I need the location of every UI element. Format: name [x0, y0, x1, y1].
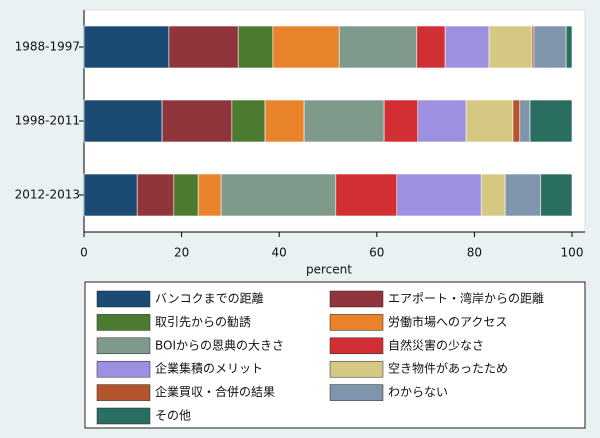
bar-segment	[303, 99, 385, 143]
legend-label: 企業集積のメリット	[155, 361, 263, 376]
bar-segment	[383, 99, 419, 143]
x-tick-label: 60	[369, 246, 384, 260]
bar-segment	[231, 99, 266, 143]
legend-swatch	[329, 314, 384, 331]
x-tick-label: 80	[467, 246, 482, 260]
legend-label: エアポート・湾岸からの距離	[388, 291, 544, 306]
legend-swatch	[96, 384, 151, 401]
legend-swatch	[96, 407, 151, 425]
bar-segment	[173, 173, 199, 217]
bar-segment	[83, 173, 138, 217]
legend	[84, 281, 586, 429]
bar-segment	[83, 99, 163, 143]
bar-segment	[338, 25, 418, 69]
y-tick-label: 2012-2013	[15, 188, 80, 202]
y-tick-label: 1998-2011	[15, 114, 80, 128]
x-tick-label: 40	[272, 246, 287, 260]
bar-segment	[480, 173, 506, 217]
legend-label: その他	[155, 409, 191, 423]
x-tick-label: 0	[80, 246, 88, 260]
legend-swatch	[96, 360, 151, 378]
legend-label: バンコクまでの距離	[155, 292, 264, 306]
bar-segment	[540, 173, 573, 217]
bar-segment	[220, 173, 337, 217]
bar-segment	[488, 25, 533, 69]
bar-segment	[396, 173, 482, 217]
bar-segment	[529, 99, 573, 143]
bar-segment	[237, 25, 274, 69]
legend-swatch	[96, 314, 151, 331]
legend-label: 企業買収・合併の結果	[155, 384, 275, 399]
bar-segment	[444, 25, 490, 69]
bar-segment	[519, 99, 531, 143]
bar-segment	[83, 25, 170, 69]
bar-segment	[565, 25, 573, 69]
legend-label: 取引先からの勧誘	[155, 315, 251, 329]
y-tick-label: 1988-1997	[15, 40, 80, 54]
legend-label: 自然災害の少なさ	[388, 337, 484, 352]
bar-segment	[272, 25, 340, 69]
bar-segment	[136, 173, 175, 217]
legend-swatch	[329, 337, 384, 355]
bar-segment	[264, 99, 305, 143]
legend-swatch	[329, 360, 384, 378]
legend-label: わからない	[388, 385, 448, 399]
legend-swatch	[96, 290, 151, 308]
legend-swatch	[329, 384, 384, 401]
bar-segment	[465, 99, 514, 143]
x-tick-label: 100	[561, 246, 584, 260]
legend-label: 労働市場へのアクセス	[388, 314, 507, 329]
x-tick-label: 20	[174, 246, 189, 260]
legend-label: BOIからの恩典の大きさ	[155, 338, 284, 352]
legend-swatch	[329, 290, 384, 308]
legend-label: 空き物件があったため	[388, 361, 508, 376]
bar-segment	[416, 25, 446, 69]
bar-segment	[533, 25, 567, 69]
bar-segment	[197, 173, 222, 217]
bar-segment	[335, 173, 398, 217]
x-axis-label: percent	[306, 263, 352, 277]
bar-segment	[161, 99, 233, 143]
bar-segment	[512, 99, 521, 143]
bar-segment	[417, 99, 467, 143]
bar-segment	[504, 173, 542, 217]
bar-segment	[168, 25, 239, 69]
legend-swatch	[96, 337, 151, 355]
